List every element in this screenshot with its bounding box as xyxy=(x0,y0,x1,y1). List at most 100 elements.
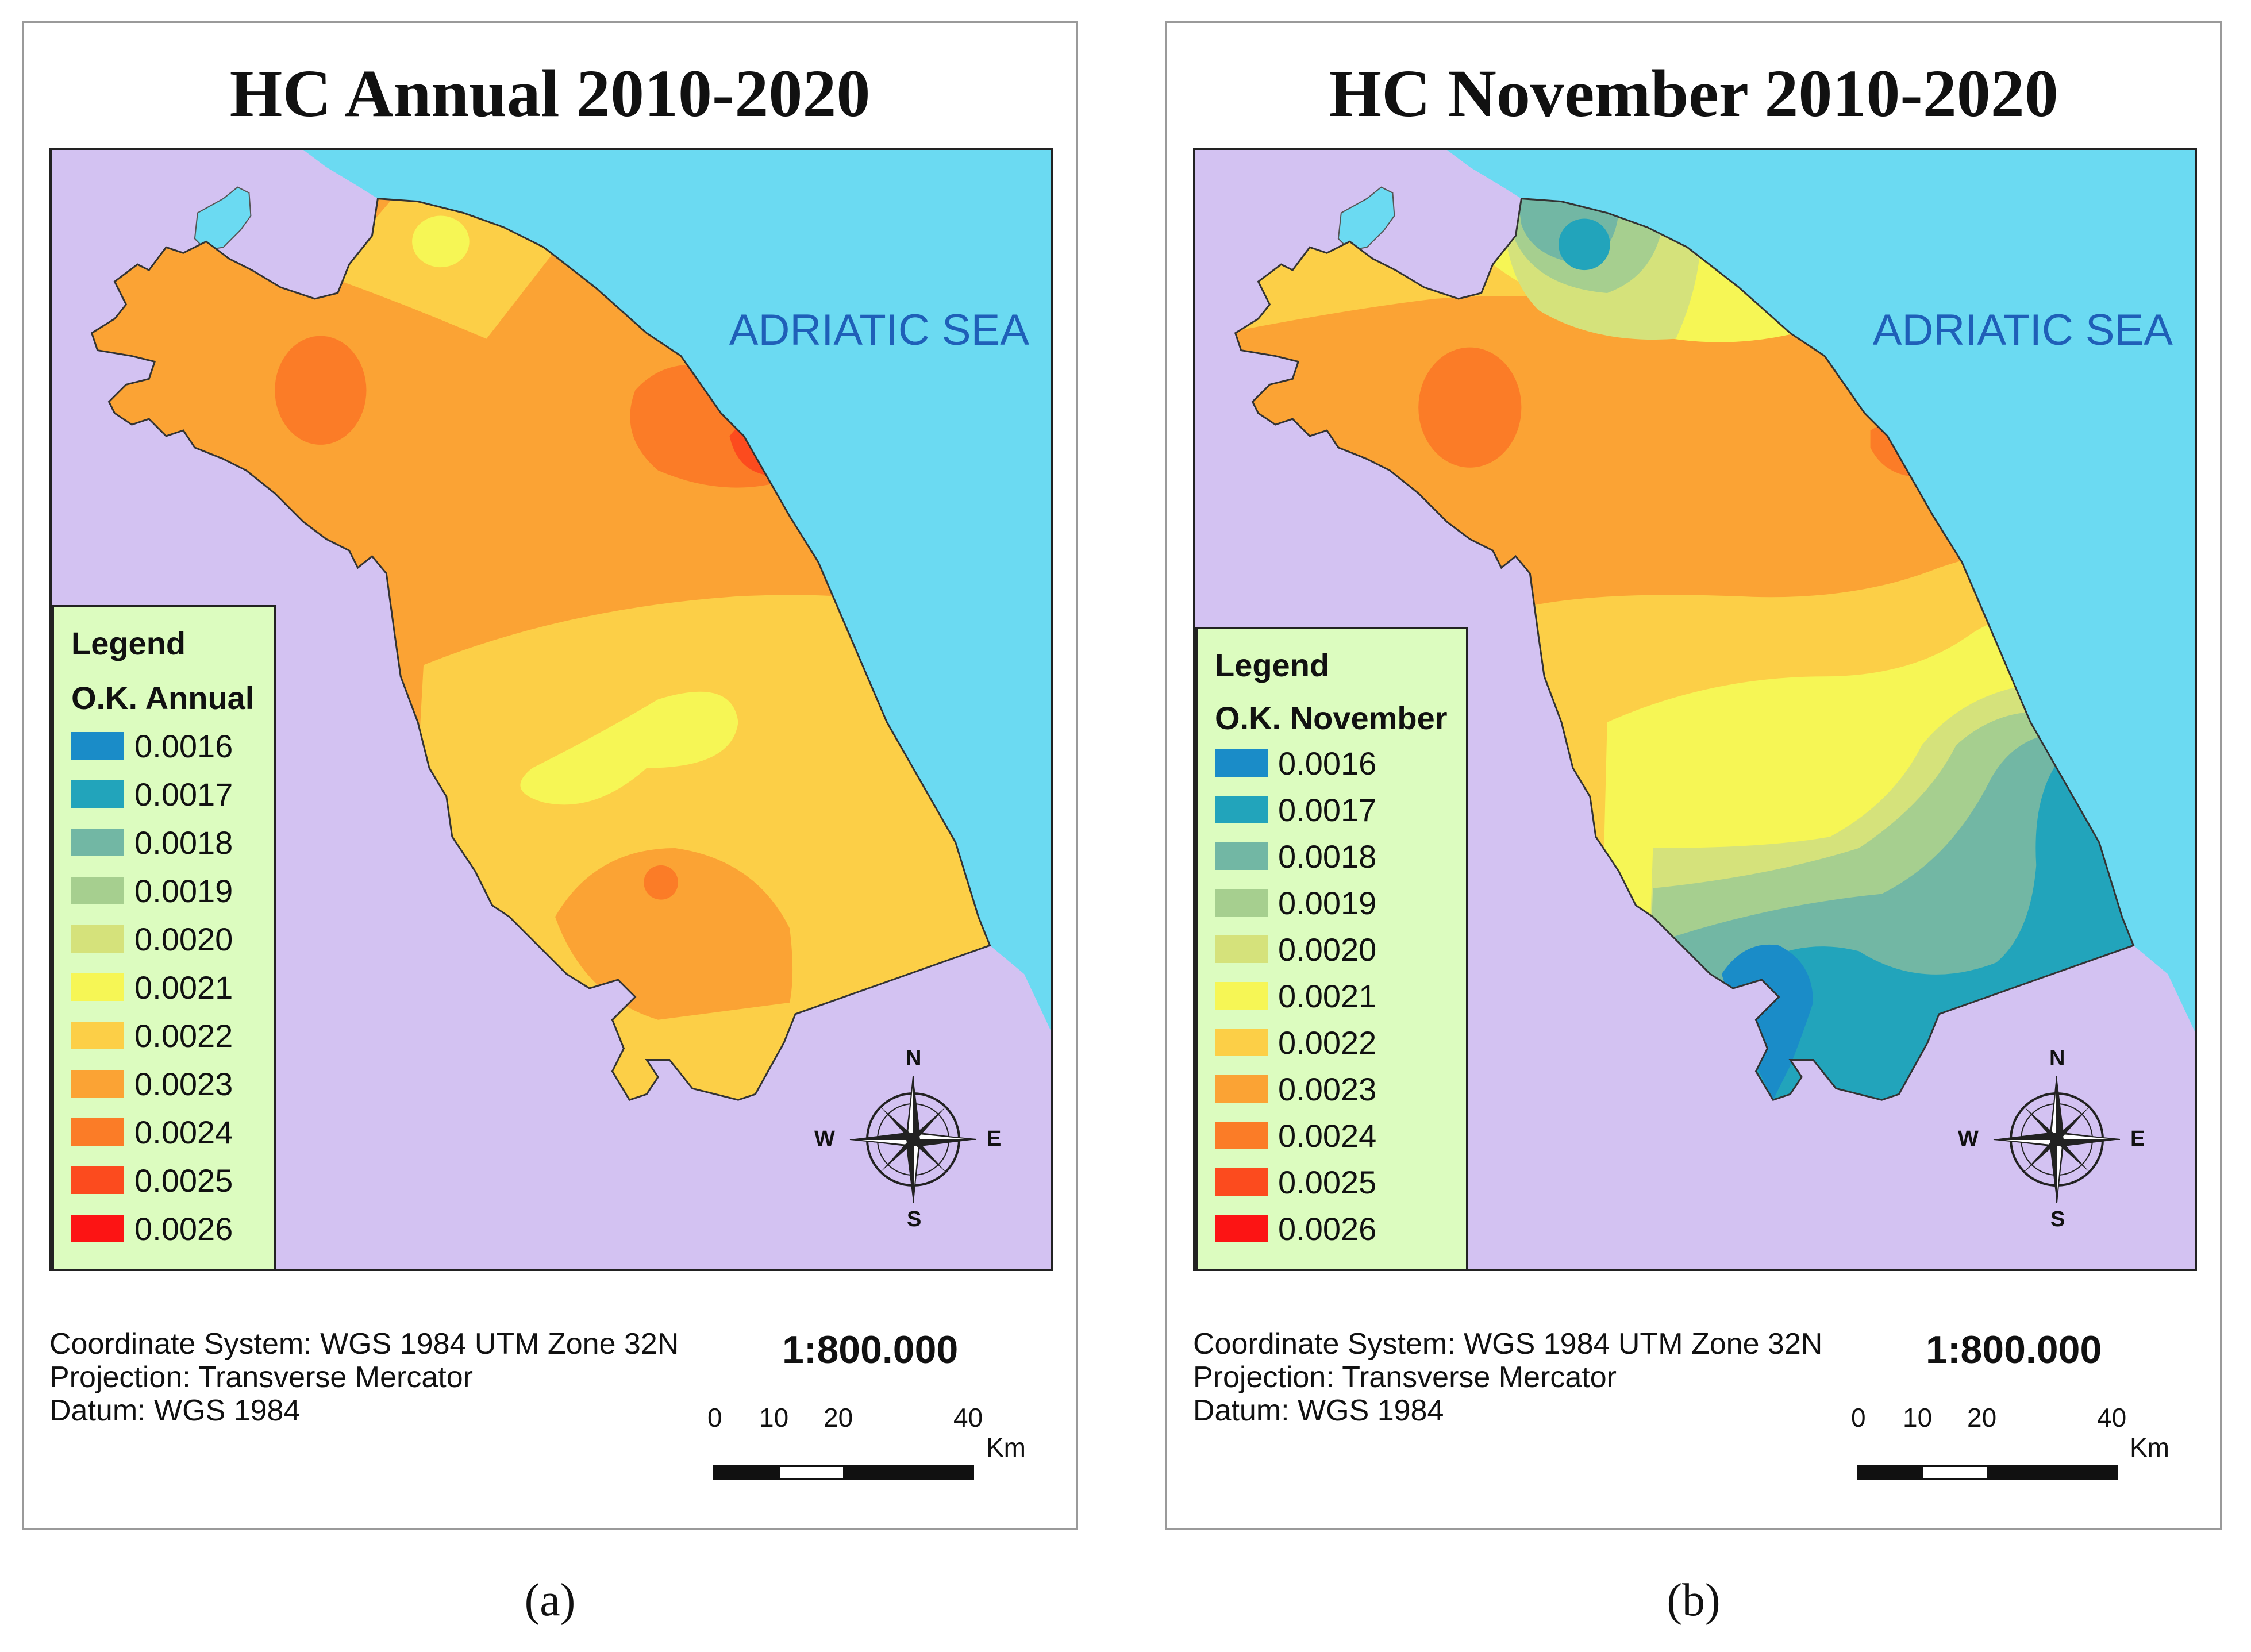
legend-value: 0.0018 xyxy=(1278,838,1377,875)
compass-south: S xyxy=(907,1207,922,1231)
legend-swatch xyxy=(1215,1029,1268,1056)
scale-ratio: 1:800.000 xyxy=(782,1328,959,1372)
compass-rose-icon: N S E W xyxy=(1958,1046,2145,1231)
legend-item: 0.0023 xyxy=(1215,1071,1376,1107)
caption-b: (b) xyxy=(1667,1575,1721,1626)
map-metadata: Coordinate System: WGS 1984 UTM Zone 32N… xyxy=(1193,1327,1822,1427)
compass-west: W xyxy=(814,1127,835,1151)
legend-swatch xyxy=(1215,1215,1268,1242)
legend-value: 0.0024 xyxy=(134,1114,233,1150)
legend-item: 0.0021 xyxy=(1215,977,1377,1014)
legend-swatch xyxy=(71,829,124,856)
region-border xyxy=(90,198,991,1102)
legend: Legend O.K. Annual 0.0016 0.0017 0.0018 … xyxy=(52,605,276,1269)
adriatic-sea xyxy=(1446,150,2195,1031)
map-frame: ADRIATIC SEA Legend O.K. November 0.0016… xyxy=(1193,148,2197,1271)
legend-item: 0.0022 xyxy=(1215,1024,1377,1061)
legend-swatch xyxy=(71,1070,124,1098)
legend-item: 0.0025 xyxy=(1215,1164,1376,1200)
legend-subtitle: O.K. Annual xyxy=(71,680,255,716)
legend-swatch xyxy=(71,1215,124,1242)
legend-value: 0.0020 xyxy=(134,921,233,957)
legend-value: 0.0026 xyxy=(1278,1210,1377,1247)
projection: Projection: Transverse Mercator xyxy=(49,1361,473,1394)
legend-item: 0.0026 xyxy=(1215,1210,1377,1247)
legend-swatch xyxy=(71,925,124,953)
legend-swatch xyxy=(1215,935,1268,963)
legend-value: 0.0022 xyxy=(1278,1024,1377,1061)
legend-swatch xyxy=(71,780,124,808)
legend-swatch xyxy=(71,1022,124,1049)
scale-seg xyxy=(1922,1465,1988,1480)
legend-value: 0.0023 xyxy=(134,1065,233,1102)
compass-east: E xyxy=(987,1127,1002,1151)
compass-north: N xyxy=(2049,1046,2065,1070)
legend-item: 0.0018 xyxy=(71,825,233,861)
legend-item: 0.0018 xyxy=(1215,838,1377,875)
datum: Datum: WGS 1984 xyxy=(1193,1394,1444,1427)
caption-a: (a) xyxy=(524,1575,576,1626)
map-canvas xyxy=(1234,150,2195,1102)
legend-swatch xyxy=(1215,749,1268,777)
legend-value: 0.0024 xyxy=(1278,1117,1377,1154)
sea-label: ADRIATIC SEA xyxy=(729,306,1029,355)
legend-swatch xyxy=(1215,982,1268,1010)
scale-unit: Km xyxy=(2130,1432,2169,1462)
legend-value: 0.0016 xyxy=(134,727,233,764)
legend-swatch xyxy=(1215,1075,1268,1103)
legend-item: 0.0016 xyxy=(1215,745,1376,781)
legend-swatch xyxy=(71,877,124,904)
scale-ratio: 1:800.000 xyxy=(1926,1328,2102,1372)
map-panel-annual: HC Annual 2010-2020 xyxy=(22,21,1078,1530)
island-lake xyxy=(194,186,252,251)
projection: Projection: Transverse Mercator xyxy=(1193,1361,1617,1394)
legend-swatch xyxy=(71,1166,124,1194)
scale-tick: 20 xyxy=(1967,1403,1997,1432)
legend-item: 0.0022 xyxy=(71,1017,233,1054)
legend-title: Legend xyxy=(1215,647,1330,683)
legend-item: 0.0025 xyxy=(71,1162,233,1199)
scale-tick: 10 xyxy=(759,1403,789,1432)
legend-swatch xyxy=(71,973,124,1001)
legend: Legend O.K. November 0.0016 0.0017 0.001… xyxy=(1195,627,1468,1269)
legend-item: 0.0019 xyxy=(1215,884,1377,921)
adriatic-sea xyxy=(303,150,1051,1031)
scale-tick: 0 xyxy=(707,1403,722,1432)
legend-value: 0.0017 xyxy=(1278,791,1377,828)
map-metadata: Coordinate System: WGS 1984 UTM Zone 32N… xyxy=(49,1327,679,1427)
island-lake xyxy=(1337,186,1395,251)
scale-unit: Km xyxy=(986,1432,1026,1462)
legend-item: 0.0016 xyxy=(71,727,233,764)
scale-seg xyxy=(1987,1465,2118,1480)
legend-swatch xyxy=(71,1118,124,1146)
compass-west: W xyxy=(1958,1127,1979,1151)
legend-value: 0.0022 xyxy=(134,1017,233,1054)
legend-swatch xyxy=(1215,1122,1268,1149)
legend-value: 0.0017 xyxy=(134,776,233,812)
legend-value: 0.0019 xyxy=(134,872,233,909)
legend-subtitle: O.K. November xyxy=(1215,700,1448,736)
coordinate-system: Coordinate System: WGS 1984 UTM Zone 32N xyxy=(49,1327,679,1361)
map-title: HC November 2010-2020 xyxy=(1329,56,2058,131)
legend-swatch xyxy=(1215,796,1268,823)
legend-swatch xyxy=(1215,1168,1268,1196)
legend-item: 0.0024 xyxy=(71,1114,233,1150)
legend-item: 0.0020 xyxy=(1215,931,1376,968)
legend-item: 0.0020 xyxy=(71,921,233,957)
legend-value: 0.0019 xyxy=(1278,884,1377,921)
scale-seg xyxy=(1857,1465,1923,1480)
map-panel-november: HC November 2010-2020 xyxy=(1165,21,2222,1530)
legend-value: 0.0026 xyxy=(134,1210,233,1247)
legend-value: 0.0021 xyxy=(134,969,233,1006)
scale-bar: 0 10 20 40 Km xyxy=(1851,1402,2179,1480)
legend-item: 0.0017 xyxy=(1215,791,1377,828)
legend-swatch xyxy=(1215,889,1268,917)
legend-swatch xyxy=(71,732,124,760)
legend-value: 0.0021 xyxy=(1278,977,1377,1014)
scale-seg xyxy=(713,1465,780,1480)
compass-south: S xyxy=(2050,1207,2065,1231)
legend-item: 0.0026 xyxy=(71,1210,233,1247)
compass-east: E xyxy=(2130,1127,2145,1151)
scale-seg xyxy=(778,1465,845,1480)
legend-item: 0.0019 xyxy=(71,872,233,909)
